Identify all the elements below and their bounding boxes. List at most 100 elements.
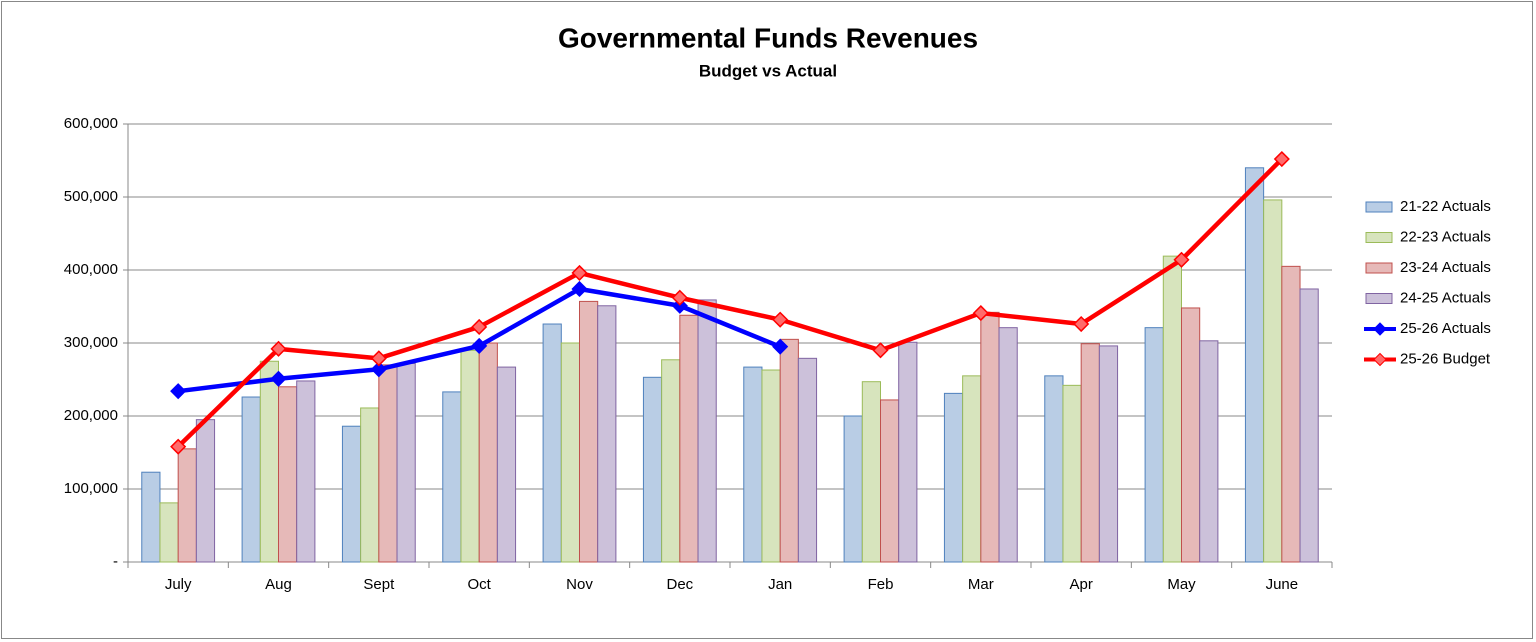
bar (1281, 265, 1301, 563)
bar (1080, 343, 1100, 563)
bar (843, 415, 863, 563)
y-tick-label: 100,000 (64, 480, 118, 497)
line-marker (1073, 315, 1090, 333)
bar (642, 376, 663, 563)
bar (1098, 345, 1119, 563)
line-marker (772, 311, 789, 328)
legend-label: 22-23 Actuals (1400, 228, 1491, 245)
x-tick-label: Sept (363, 576, 395, 593)
x-tick-label: Aug (265, 576, 292, 593)
bar (1299, 288, 1319, 563)
bar (661, 359, 681, 563)
bar (761, 369, 781, 563)
legend-label: 25-26 Actuals (1400, 320, 1491, 337)
bar (1044, 375, 1064, 563)
y-tick-label: 600,000 (64, 115, 118, 132)
x-tick-label: Feb (868, 576, 894, 593)
x-tick-label: Apr (1069, 576, 1092, 593)
bar (679, 314, 699, 563)
bar (560, 342, 580, 563)
bar (779, 338, 799, 563)
line-marker (571, 280, 588, 298)
line-marker (772, 338, 789, 355)
bar (880, 399, 900, 563)
bar (797, 357, 818, 563)
bar (296, 380, 316, 563)
bar (478, 342, 498, 563)
legend-swatch (1365, 262, 1393, 274)
bar (396, 362, 416, 563)
bar (861, 381, 881, 563)
legend-swatch (1365, 232, 1393, 243)
y-tick-label: 300,000 (64, 334, 118, 351)
bar (1162, 255, 1183, 563)
chart-title: Governmental Funds Revenues (558, 22, 978, 53)
bar (998, 327, 1018, 563)
bar (1263, 199, 1283, 563)
line-marker (872, 342, 889, 359)
bar (259, 360, 279, 563)
bar (360, 407, 380, 563)
bar (159, 502, 179, 563)
bar (898, 341, 918, 563)
bar (1244, 167, 1265, 563)
bar (943, 392, 964, 563)
bar (962, 375, 982, 563)
line-marker (170, 383, 187, 400)
bar (1199, 340, 1219, 563)
y-tick-label: 400,000 (64, 261, 118, 278)
bar (278, 386, 298, 563)
bar (597, 305, 617, 563)
x-tick-label: Nov (566, 576, 593, 593)
bar (496, 366, 517, 563)
x-tick-label: July (165, 576, 192, 593)
line-marker (471, 337, 488, 354)
bar (579, 300, 599, 563)
bar (442, 391, 462, 563)
line (176, 157, 1284, 449)
x-tick-label: May (1167, 576, 1196, 593)
x-tick-label: Mar (968, 576, 994, 593)
y-tick-label: - (113, 553, 118, 570)
line-marker (471, 318, 488, 336)
chart-subtitle: Budget vs Actual (699, 61, 837, 80)
legend-marker (1373, 322, 1387, 336)
bar (177, 448, 197, 563)
bar (980, 311, 1000, 563)
legend-label: 23-24 Actuals (1400, 259, 1491, 276)
legend-label: 21-22 Actuals (1400, 198, 1491, 215)
y-tick-label: 500,000 (64, 188, 118, 205)
bar (1181, 307, 1201, 563)
x-tick-label: Oct (467, 576, 491, 593)
legend-label: 24-25 Actuals (1400, 289, 1491, 306)
line-marker (270, 370, 287, 387)
legend-label: 25-26 Budget (1400, 350, 1491, 367)
x-tick-label: Jan (768, 576, 792, 593)
line-marker (671, 289, 688, 306)
legend-swatch (1365, 201, 1393, 213)
bar (1144, 327, 1164, 563)
line-marker (170, 438, 187, 455)
line-marker (972, 305, 989, 322)
bar (743, 366, 763, 563)
line-marker (1173, 251, 1190, 268)
bar (341, 425, 362, 563)
legend-marker (1373, 352, 1387, 367)
bar (697, 299, 717, 563)
legend-swatch (1365, 293, 1393, 304)
bar (378, 364, 398, 563)
x-tick-label: Dec (666, 576, 693, 593)
bar (241, 396, 261, 563)
bar (195, 419, 216, 563)
bar (460, 349, 480, 563)
x-tick-label: June (1266, 576, 1299, 593)
line-marker (270, 340, 287, 357)
y-tick-label: 200,000 (64, 407, 118, 424)
bar (542, 323, 562, 563)
bar (1062, 384, 1082, 563)
line-marker (1273, 150, 1290, 168)
line-marker (370, 361, 387, 378)
line-marker (571, 264, 588, 281)
bar (141, 471, 161, 563)
line-marker (370, 350, 387, 367)
